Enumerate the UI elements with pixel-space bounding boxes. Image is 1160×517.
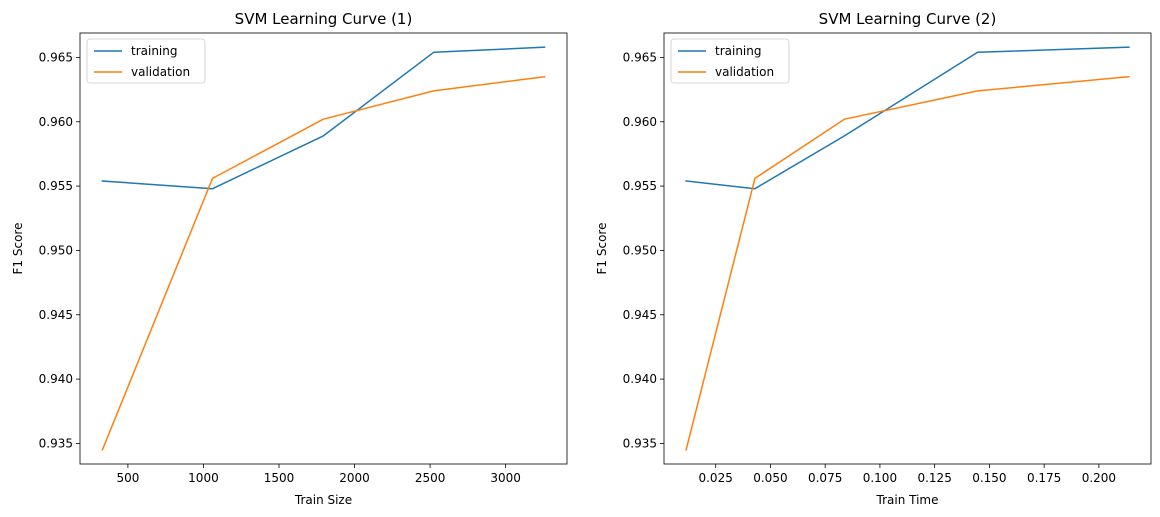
plot-area-frame — [663, 32, 1152, 465]
chart-title: SVM Learning Curve (2) — [819, 10, 997, 28]
x-tick-label: 2000 — [339, 471, 370, 485]
x-axis-label: Train Time — [876, 493, 939, 507]
y-axis-label: F1 Score — [11, 223, 25, 275]
series-line-validation — [101, 75, 546, 451]
legend-label-training: training — [131, 44, 178, 58]
y-tick-label: 0.960 — [39, 115, 73, 129]
x-tick-label: 1000 — [188, 471, 219, 485]
x-tick-label: 0.025 — [698, 471, 732, 485]
y-tick-label: 0.955 — [39, 179, 73, 193]
chart-svm-learning-curve-1: SVM Learning Curve (1) 500 1000 1500 2000 250… — [11, 10, 568, 507]
x-tick-label: 0.175 — [1027, 471, 1061, 485]
legend-label-validation: validation — [131, 65, 190, 79]
x-axis-label: Train Size — [294, 493, 352, 507]
y-tick-label: 0.935 — [623, 436, 657, 450]
y-tick-label: 0.940 — [623, 372, 657, 386]
y-tick-label: 0.950 — [39, 243, 73, 257]
x-tick-label: 1500 — [264, 471, 295, 485]
x-tick-label: 0.125 — [917, 471, 951, 485]
x-tick-label: 0.050 — [753, 471, 787, 485]
x-tick-label: 0.075 — [808, 471, 842, 485]
x-tick-label: 500 — [116, 471, 139, 485]
y-tick-label: 0.965 — [39, 50, 73, 64]
y-tick-label: 0.940 — [39, 372, 73, 386]
series-line-training — [685, 46, 1130, 190]
y-tick-label: 0.960 — [623, 115, 657, 129]
y-tick-label: 0.935 — [39, 436, 73, 450]
y-tick-label: 0.965 — [623, 50, 657, 64]
y-axis-label: F1 Score — [595, 223, 609, 275]
y-tick-label: 0.945 — [623, 308, 657, 322]
series-line-training — [101, 46, 546, 190]
x-tick-label: 3000 — [490, 471, 521, 485]
x-tick-label: 0.150 — [972, 471, 1006, 485]
y-tick-label: 0.945 — [39, 308, 73, 322]
legend-label-validation: validation — [715, 65, 774, 79]
chart-svm-learning-curve-2: SVM Learning Curve (2) 0.025 0.050 0.075 0.1… — [595, 10, 1152, 507]
x-tick-label: 0.100 — [863, 471, 897, 485]
chart-title: SVM Learning Curve (1) — [235, 10, 413, 28]
series-line-validation — [685, 75, 1130, 451]
x-tick-label: 2500 — [415, 471, 446, 485]
x-tick-label: 0.200 — [1082, 471, 1116, 485]
y-tick-label: 0.950 — [623, 243, 657, 257]
legend-label-training: training — [715, 44, 762, 58]
plot-area-frame — [79, 32, 568, 465]
y-tick-label: 0.955 — [623, 179, 657, 193]
